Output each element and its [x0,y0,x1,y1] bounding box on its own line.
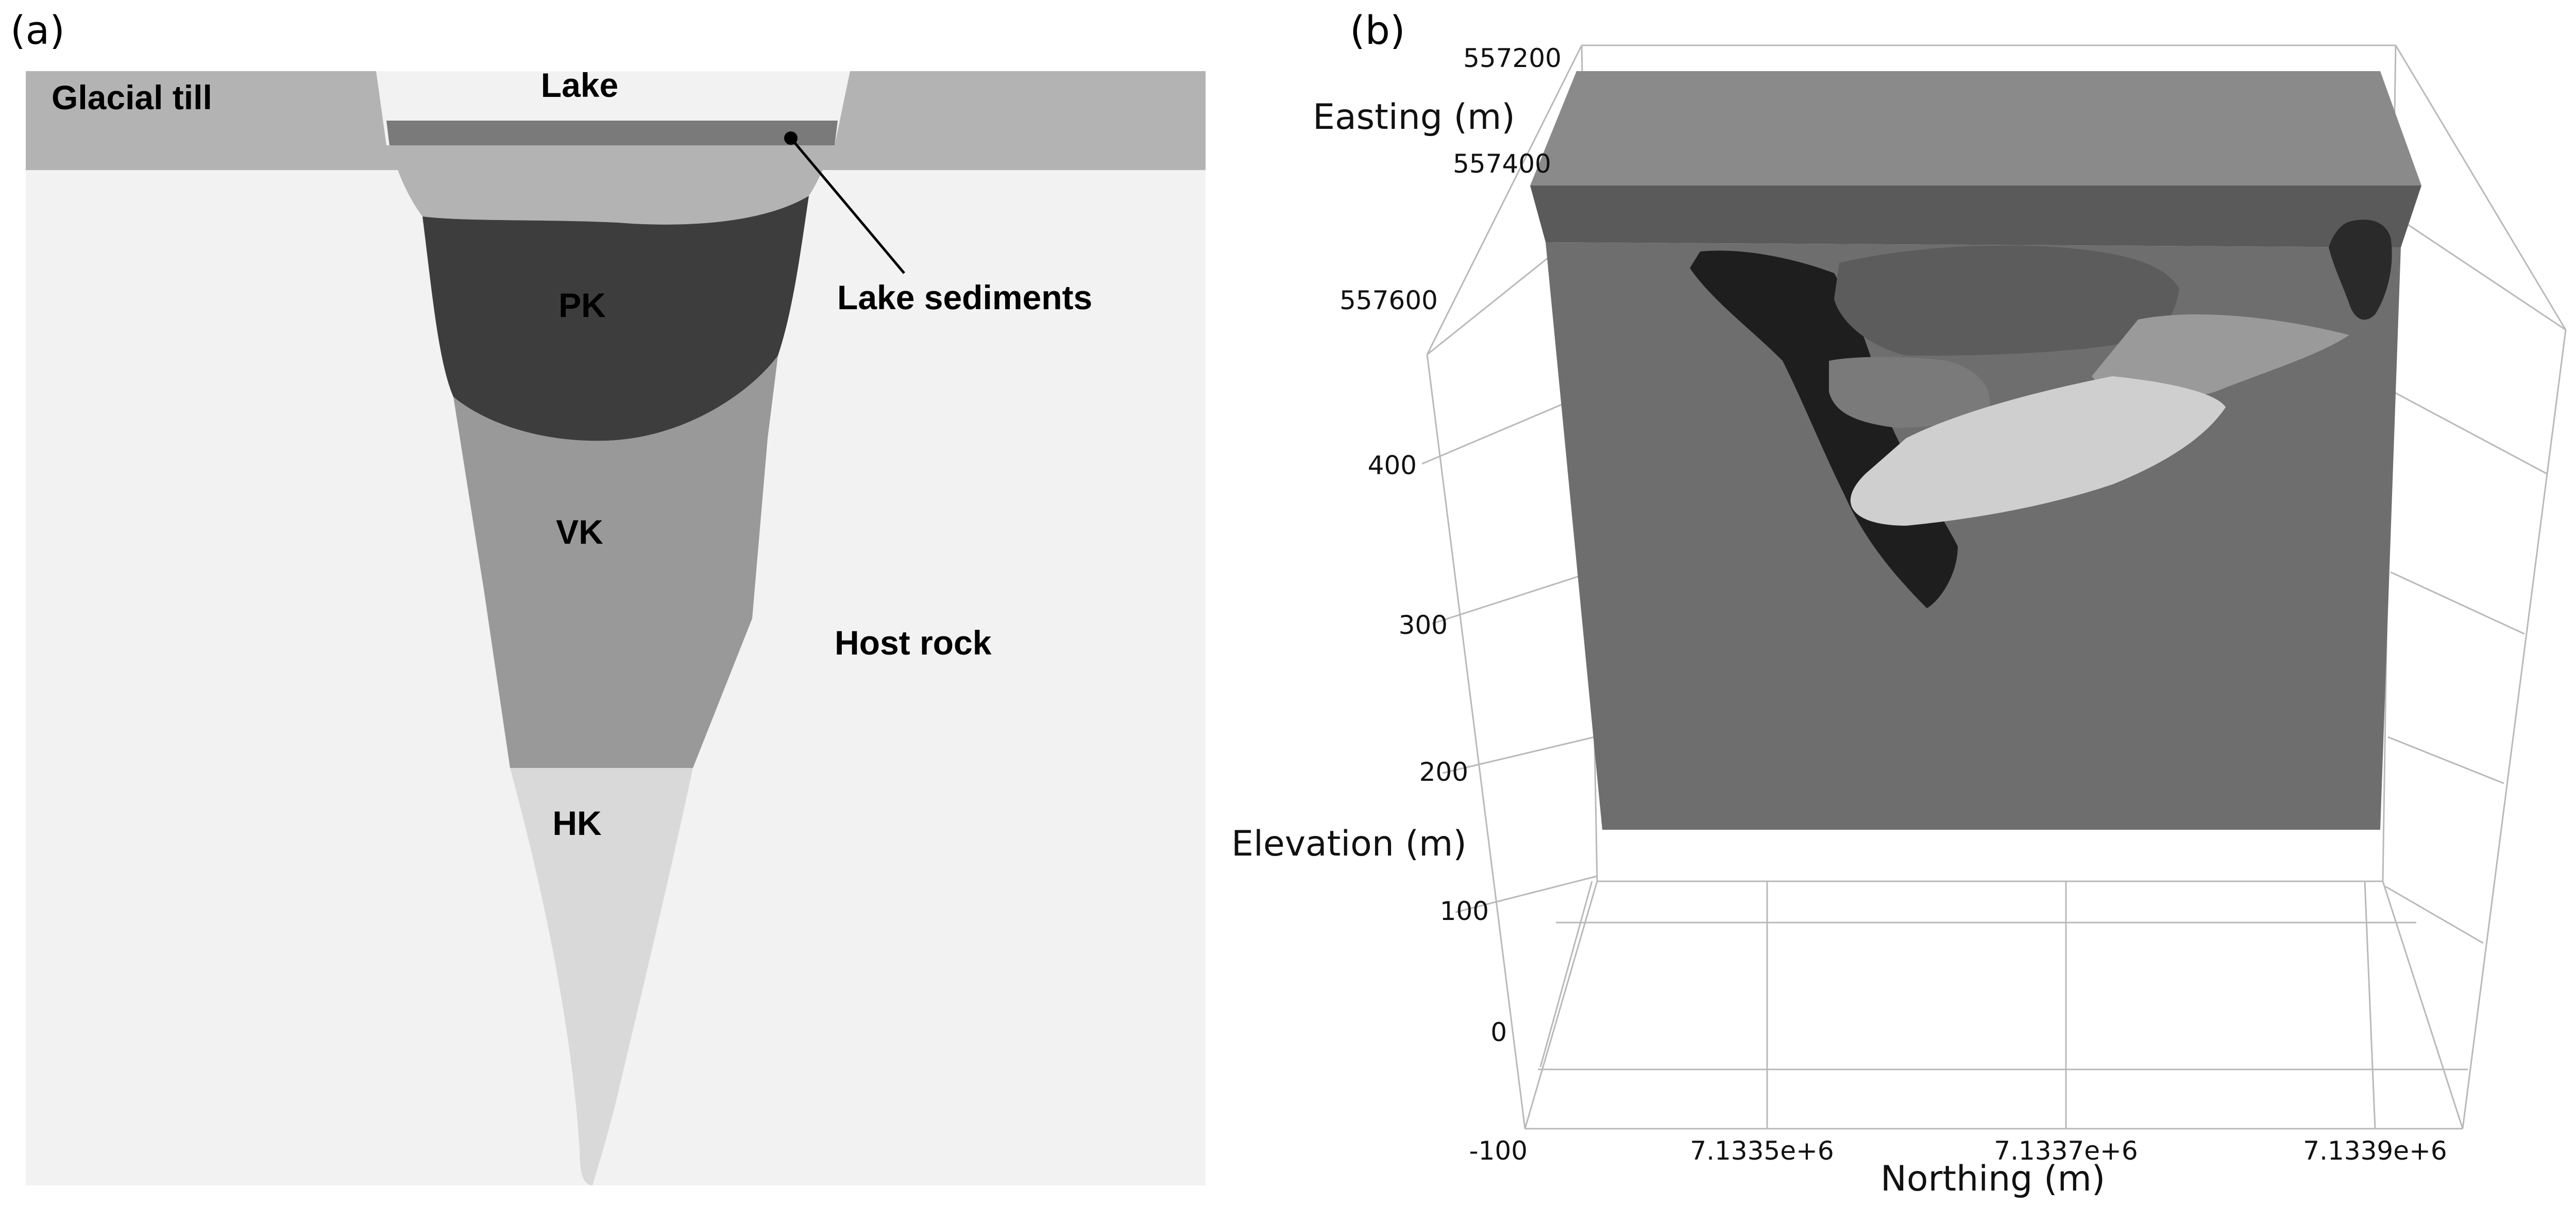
label-hk: HK [552,804,602,842]
elevation-tick-400: 400 [1368,450,1417,480]
axis-grid [1421,44,2567,1130]
label-glacial-till: Glacial till [52,78,212,116]
panel-b: (b) [1231,7,2567,1199]
panel-a: (a) Glacial till Lake Lake sediments PK … [10,7,1206,1185]
elevation-tick-100: 100 [1440,896,1489,926]
till-infill [389,145,835,225]
body-mid-upper [1834,245,2179,356]
label-host-rock: Host rock [835,624,992,662]
body-light-lower [1850,376,2226,526]
easting-ticks: 557200 557400 557600 [1340,43,1562,315]
body-light-arm [2092,314,2349,400]
elevation-tick-0: 0 [1490,1017,1507,1047]
vk-unit [453,356,778,768]
elevation-axis-title: Elevation (m) [1231,824,1467,864]
northing-tick-7-1335e6: 7.1335e+6 [1690,1136,1834,1166]
elevation-ticks: 400 300 200 100 0 -100 [1368,450,1528,1166]
body-mid-block [1829,357,1990,428]
lake-sediments-leader-line [790,137,905,274]
pk-unit [422,196,809,441]
lake-sediments-leader-dot [784,131,798,145]
elevation-tick-300: 300 [1399,610,1448,640]
northing-ticks: 7.1335e+6 7.1337e+6 7.1339e+6 [1690,1136,2447,1166]
elevation-tick-minus-100: -100 [1469,1136,1528,1166]
easting-axis-title: Easting (m) [1313,97,1515,138]
easting-tick-557400: 557400 [1453,149,1551,179]
elevation-tick-200: 200 [1419,757,1468,787]
northing-tick-7-1339e6: 7.1339e+6 [2303,1136,2447,1166]
hk-unit [510,768,693,1185]
kimberlite-bodies [1690,220,2392,608]
label-vk: VK [556,513,603,551]
body-dark-right [2329,220,2392,320]
easting-tick-557200: 557200 [1463,43,1562,73]
label-lake: Lake [541,66,618,104]
panel-a-tag: (a) [10,7,65,53]
northing-axis-title: Northing (m) [1880,1159,2105,1199]
model-till-band [1530,186,2421,247]
label-lake-sediments: Lake sediments [837,278,1092,316]
panel-b-tag: (b) [1350,7,1405,53]
northing-tick-7-1337e6: 7.1337e+6 [1994,1136,2138,1166]
easting-tick-557600: 557600 [1340,286,1438,315]
label-pk: PK [558,286,606,324]
lake-sediments-layer [386,121,838,145]
model-top-surface [1530,71,2421,186]
